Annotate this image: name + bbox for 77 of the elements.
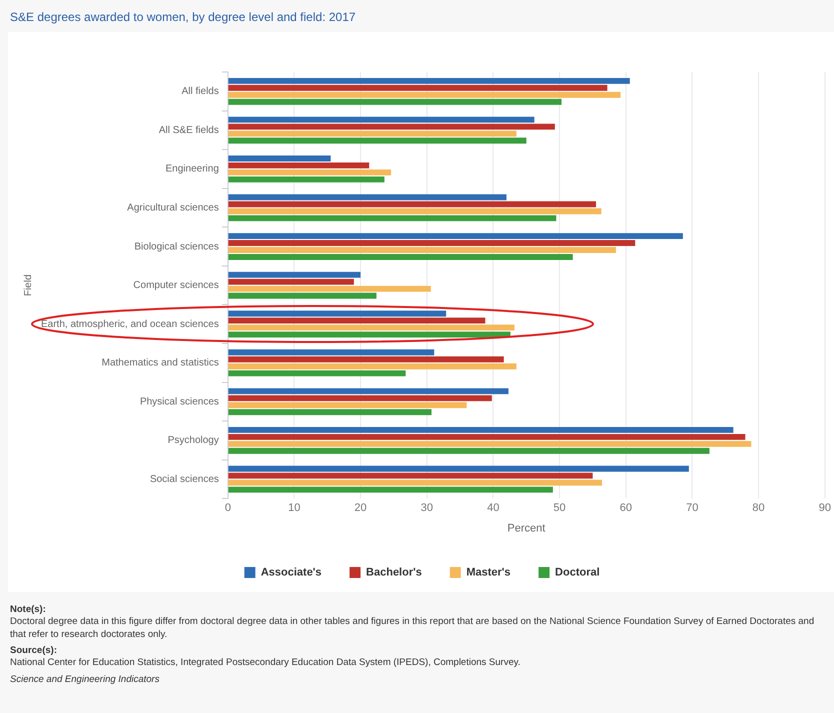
bar <box>228 395 492 402</box>
x-tick-label: 70 <box>686 502 698 514</box>
legend-label: Associate's <box>260 566 322 579</box>
bar <box>228 272 361 278</box>
bar <box>228 247 616 253</box>
x-tick-label: 40 <box>487 502 500 514</box>
x-tick-label: 80 <box>752 502 765 514</box>
bar <box>228 472 593 479</box>
bar <box>228 194 506 200</box>
bar <box>228 130 516 137</box>
bar <box>228 169 392 176</box>
y-tick-label: Computer sciences <box>133 280 219 292</box>
x-tick-label: 20 <box>354 502 367 514</box>
bar <box>228 448 710 454</box>
x-tick-label: 60 <box>620 502 632 514</box>
bar <box>228 318 486 324</box>
bar <box>228 138 526 144</box>
text: Note(s): <box>10 604 47 616</box>
legend-label: Bachelor's <box>366 566 422 579</box>
x-tick-label: 90 <box>818 502 832 514</box>
x-axis-title: Percent <box>507 522 546 534</box>
bar <box>228 388 508 394</box>
bar <box>228 162 370 168</box>
y-tick-label: Biological sciences <box>134 241 219 252</box>
bar <box>228 426 734 433</box>
bar <box>228 240 636 246</box>
bar <box>228 356 504 362</box>
source-note: Source(s): <box>10 645 58 658</box>
bar <box>228 370 406 376</box>
bar <box>228 254 573 260</box>
bar <box>228 292 376 299</box>
bar <box>228 208 602 214</box>
bar <box>228 215 556 222</box>
bar <box>228 84 608 91</box>
legend-label: Master's <box>466 566 511 579</box>
y-tick-label: Mathematics and statistics <box>102 358 219 369</box>
bar <box>228 332 510 338</box>
bar <box>228 201 596 208</box>
x-tick-label: 30 <box>420 502 434 514</box>
bar <box>228 116 534 123</box>
x-tick-label: 50 <box>553 502 566 514</box>
bar <box>228 98 562 105</box>
bar <box>228 286 431 292</box>
bar <box>228 78 630 84</box>
bar <box>228 176 384 182</box>
text: Doctoral degree data in this figure differ from doctoral degree data in other tables and figures in this report that are based on the National Science Foundation Survey of Earned Doctorates and that refer to research doctorates only. <box>10 616 816 642</box>
bar <box>228 363 516 370</box>
bar <box>228 434 746 440</box>
bar <box>228 349 434 356</box>
chart-title: S&E degrees awarded to women, by degree level and field: 2017 <box>10 10 356 24</box>
bar <box>228 324 514 331</box>
bar <box>228 440 752 447</box>
bar <box>228 92 621 98</box>
x-tick-label: 10 <box>288 502 300 514</box>
bar <box>228 409 432 416</box>
legend-label: Doctoral <box>555 566 600 579</box>
text: National Center for Education Statistics, Integrated Postsecondary Education Data System (IPEDS), Completions Survey. <box>10 657 522 670</box>
bar <box>228 233 683 240</box>
y-tick-label: Engineering <box>166 164 219 175</box>
bar <box>228 402 467 408</box>
y-tick-label: Psychology <box>168 435 219 446</box>
y-tick-label: All S&E fields <box>158 124 219 136</box>
y-tick-label: Earth, atmospheric, and ocean sciences <box>40 318 219 330</box>
bar <box>228 124 555 130</box>
y-tick-label: All fields <box>182 86 219 98</box>
y-axis-title: Field <box>22 274 34 296</box>
bar <box>228 310 446 317</box>
bar <box>228 156 331 162</box>
bar <box>228 480 602 486</box>
x-tick-label: 0 <box>224 502 231 514</box>
y-tick-label: Social sciences <box>150 474 219 485</box>
bar <box>228 486 553 493</box>
y-tick-label: Agricultural sciences <box>127 202 219 214</box>
bar <box>228 278 354 285</box>
y-tick-label: Physical sciences <box>140 396 219 408</box>
bar <box>228 466 689 472</box>
text: Science and Engineering Indicators <box>10 674 160 686</box>
